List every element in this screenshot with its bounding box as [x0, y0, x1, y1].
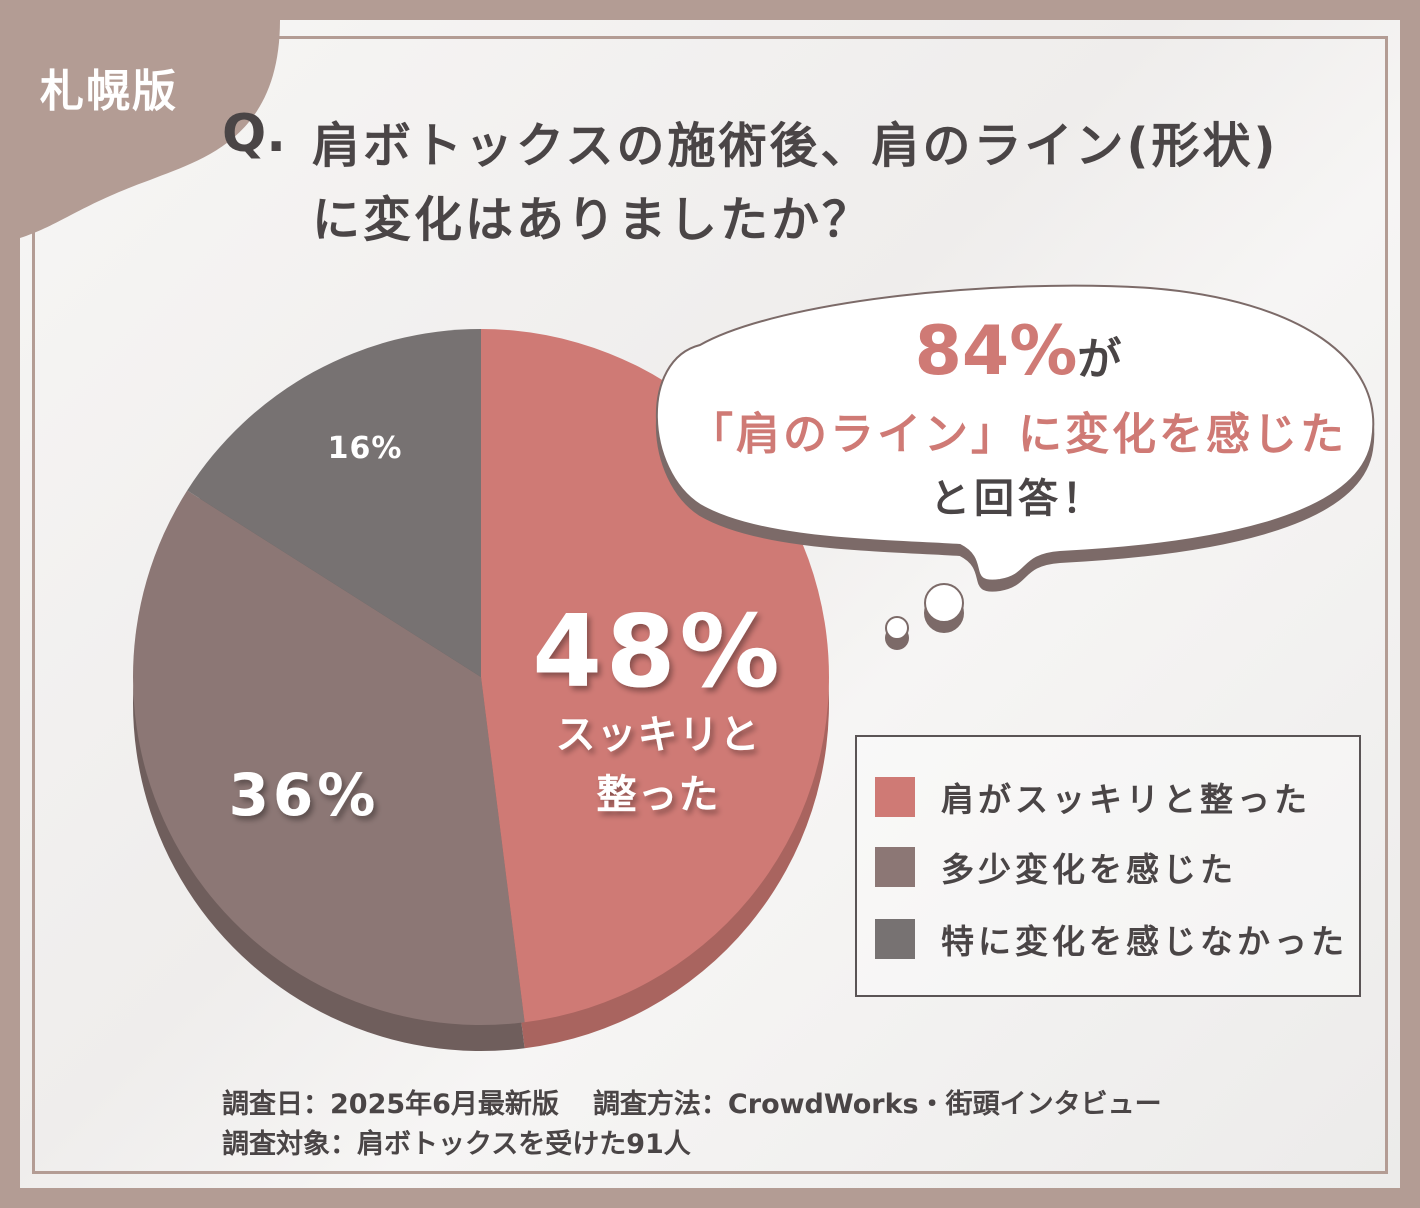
pie-sublabel-1a: スッキリと: [556, 712, 761, 758]
callout-line-3: と回答！: [930, 476, 1106, 522]
legend-item-1: 肩がスッキリと整った: [875, 775, 1311, 819]
pie-sublabel-1b: 整った: [597, 772, 720, 818]
pie-label-1: 48%: [532, 593, 783, 710]
page-title-line-2: に変化はありましたか？: [312, 192, 874, 248]
callout-bubble: [655, 284, 1375, 640]
legend-swatch-2: [875, 847, 915, 887]
pie-slice-2: [133, 490, 525, 1025]
pie-label-3: 16%: [328, 431, 403, 466]
pie-slice-3: [187, 329, 481, 677]
pie-label-2: 36%: [229, 761, 380, 829]
legend-swatch-1: [875, 777, 915, 817]
callout-percent: 84%: [914, 312, 1078, 391]
region-label: 札幌版: [40, 66, 178, 117]
legend-swatch-3: [875, 919, 915, 959]
footer-line-1: 調査日：2025年6月最新版 調査方法：CrowdWorks・街頭インタビュー: [222, 1082, 1162, 1121]
legend-label-1: 肩がスッキリと整った: [941, 780, 1311, 819]
survey-target: 調査対象：肩ボトックスを受けた91人: [222, 1129, 691, 1160]
corner-decoration: [0, 0, 280, 245]
inner-frame: [32, 36, 1388, 1174]
survey-date: 調査日：2025年6月最新版: [222, 1089, 559, 1120]
callout-line-1: 84%が: [668, 312, 1368, 391]
legend-item-3: 特に変化を感じなかった: [875, 917, 1348, 961]
page-title-line-1: 肩ボトックスの施術後、肩のライン(形状): [312, 118, 1279, 174]
legend-label-3: 特に変化を感じなかった: [941, 922, 1348, 961]
legend-item-2: 多少変化を感じた: [875, 845, 1237, 889]
chart-legend: 肩がスッキリと整った 多少変化を感じた 特に変化を感じなかった: [855, 735, 1361, 997]
survey-method: 調査方法：CrowdWorks・街頭インタビュー: [592, 1089, 1162, 1120]
callout-particle: が: [1077, 334, 1122, 385]
legend-label-2: 多少変化を感じた: [941, 850, 1237, 889]
question-mark-label: Q.: [222, 104, 286, 164]
callout-line-2: 「肩のライン」に変化を感じた: [689, 409, 1347, 460]
